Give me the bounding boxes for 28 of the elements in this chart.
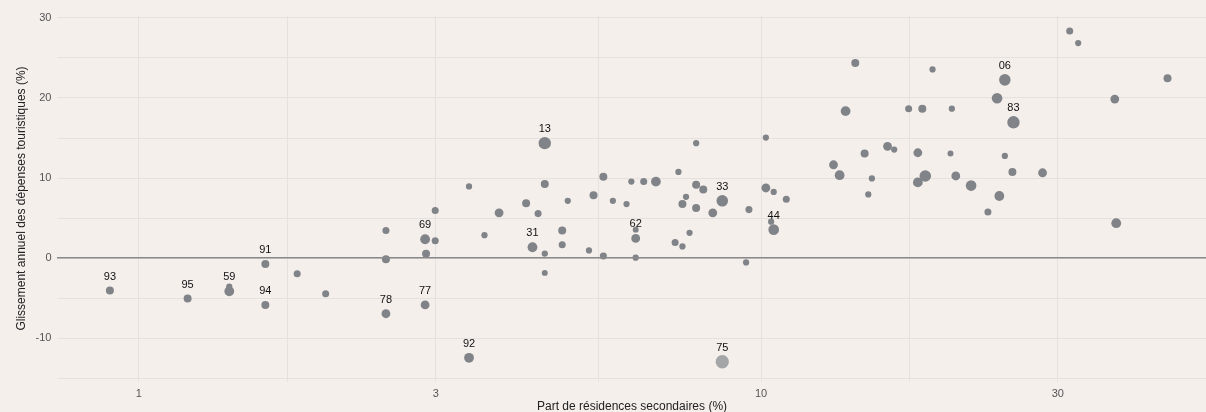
- annotation: 95: [181, 277, 194, 290]
- annotation: 31: [526, 226, 539, 239]
- annotation: 44: [767, 208, 780, 221]
- annotation: 69: [418, 218, 432, 231]
- annotation: 92: [462, 336, 476, 349]
- annotation: 13: [538, 122, 551, 135]
- annotation: 75: [716, 340, 729, 353]
- annotation: 77: [418, 283, 432, 296]
- y-tick-label: 10: [39, 171, 52, 184]
- x-axis-title: Part de résidences secondaires (%): [536, 398, 728, 412]
- y-tick-label: 0: [45, 251, 52, 264]
- x-tick-label: 30: [1051, 386, 1064, 399]
- x-tick-label: 10: [754, 386, 768, 399]
- annotation: 59: [223, 270, 236, 283]
- annotation: 94: [259, 283, 272, 296]
- annotation: 93: [103, 269, 117, 282]
- x-tick-label: 3: [432, 386, 439, 399]
- y-tick-label: 20: [39, 90, 52, 103]
- annotation: 06: [998, 58, 1011, 71]
- x-tick-label: 1: [135, 386, 142, 399]
- annotation: 91: [259, 243, 272, 256]
- y-axis-title: Glissement annuel des dépenses touristiques (%): [13, 66, 28, 331]
- annotation: 78: [379, 292, 393, 305]
- y-tick-label: 30: [39, 10, 52, 23]
- annotation: 83: [1007, 101, 1020, 114]
- annotation: 62: [629, 217, 642, 230]
- annotation: 33: [716, 179, 729, 192]
- y-tick-label: -10: [35, 331, 52, 344]
